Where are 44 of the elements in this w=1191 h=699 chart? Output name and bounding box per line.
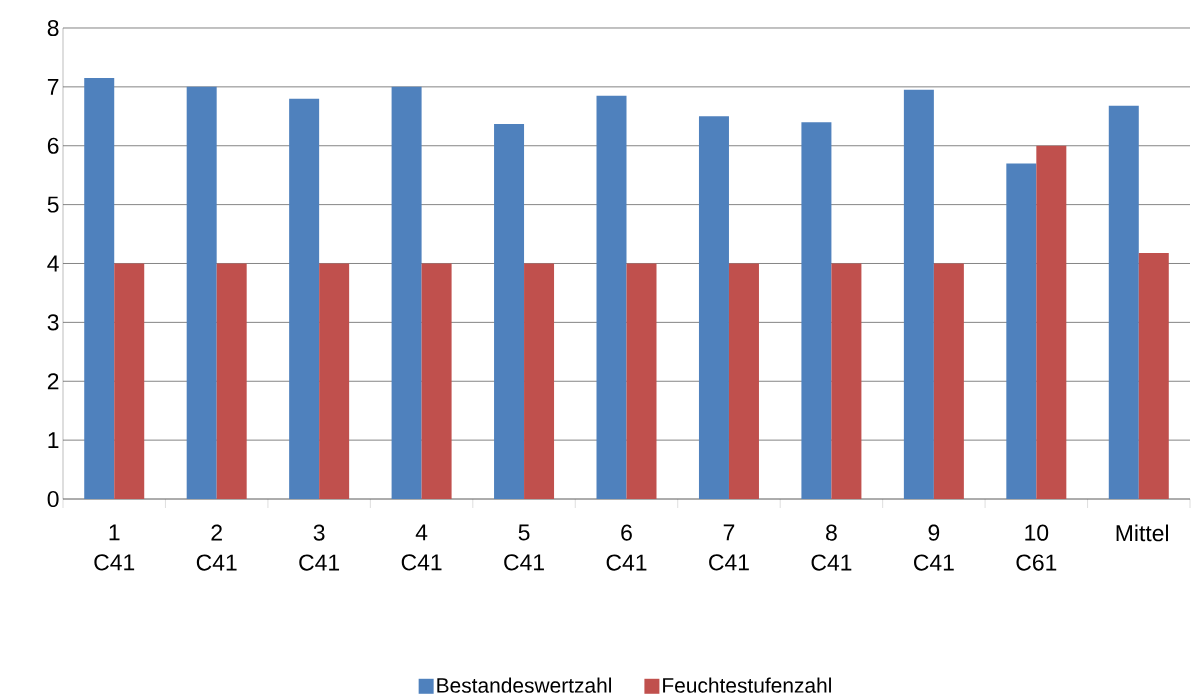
bar — [903, 89, 934, 499]
bar — [626, 263, 657, 499]
bar — [831, 263, 862, 499]
y-tick-label: 3 — [47, 314, 59, 331]
y-tick-label: 2 — [47, 373, 59, 390]
bar — [391, 86, 422, 499]
x-tick-label: 10 C61 — [1016, 524, 1057, 571]
y-tick-label: 1 — [48, 432, 59, 449]
y-tick-label: 4 — [47, 255, 59, 272]
x-tick-label: 2 C41 — [196, 524, 237, 571]
bar — [84, 78, 115, 499]
bar — [186, 86, 217, 499]
bar — [421, 263, 452, 499]
x-tick-label: 9 C41 — [914, 524, 954, 571]
x-tick-label: 1 C41 — [94, 524, 135, 571]
x-tick-label: 5 C41 — [504, 524, 544, 571]
x-tick-label: Mittel — [1116, 524, 1168, 542]
bar — [114, 263, 145, 499]
bar — [1006, 163, 1037, 499]
bar — [319, 263, 350, 499]
y-tick-label: 5 — [47, 196, 59, 213]
bar — [1138, 252, 1169, 499]
legend-label: Bestandeswertzahl — [437, 677, 611, 693]
y-tick-label: 7 — [47, 78, 59, 95]
bar — [1036, 145, 1067, 499]
bar — [216, 263, 247, 499]
x-tick-label: 7 C41 — [709, 524, 749, 571]
x-tick-label: 3 C41 — [299, 524, 340, 571]
y-tick-label: 0 — [47, 490, 59, 508]
bar — [801, 122, 832, 499]
y-tick-label: 8 — [47, 19, 59, 37]
bar — [289, 98, 320, 499]
legend-label: Feuchtestufenzahl — [663, 677, 831, 693]
bar — [933, 263, 964, 499]
bar — [698, 116, 729, 499]
x-tick-label: 4 C41 — [401, 524, 442, 571]
bar — [494, 123, 525, 499]
x-tick-label: 6 C41 — [606, 524, 647, 571]
bar — [524, 263, 555, 499]
bar — [596, 95, 627, 499]
bar — [1108, 105, 1139, 499]
bar — [728, 263, 759, 499]
x-tick-label: 8 C41 — [811, 524, 852, 571]
y-tick-label: 6 — [47, 137, 59, 154]
